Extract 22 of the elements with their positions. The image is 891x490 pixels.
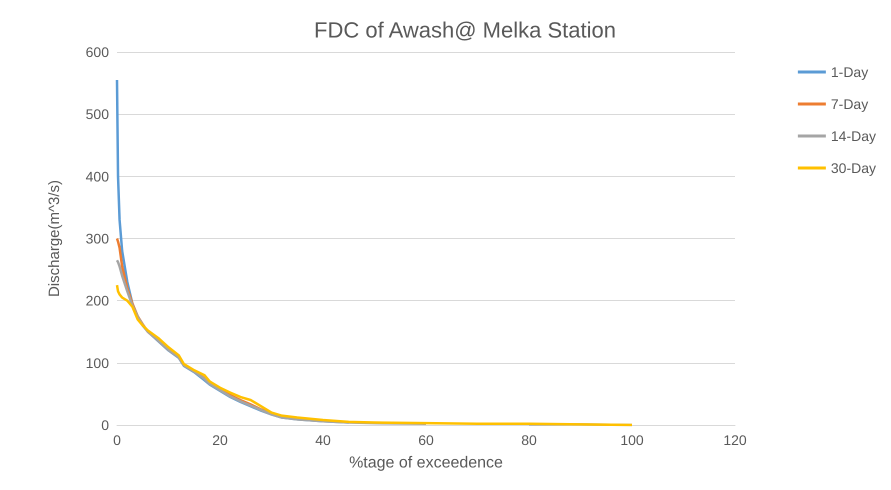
legend-label: 1-Day <box>830 64 868 80</box>
x-tick-label: 20 <box>212 432 228 448</box>
y-axis-title: Discharge(m^3/s) <box>46 180 63 298</box>
legend-label: 30-Day <box>830 160 876 176</box>
y-tick-label: 400 <box>86 168 110 184</box>
y-tick-label: 100 <box>86 354 110 371</box>
x-tick-label: 100 <box>620 432 644 448</box>
legend-label: 7-Day <box>830 96 868 112</box>
chart-title: FDC of Awash@ Melka Station <box>314 18 616 42</box>
y-tick-label: 0 <box>101 417 110 433</box>
x-tick-label: 0 <box>113 432 122 448</box>
y-tick-label: 500 <box>86 106 110 122</box>
legend-label: 14-Day <box>830 128 876 144</box>
x-tick-label: 80 <box>521 432 537 448</box>
x-tick-label: 120 <box>723 432 747 448</box>
x-tick-label: 60 <box>418 432 434 448</box>
x-axis-title: %tage of exceedence <box>349 454 504 472</box>
y-tick-label: 300 <box>86 230 110 246</box>
line-series <box>116 284 634 426</box>
y-tick-label: 600 <box>86 44 110 60</box>
y-tick-label: 200 <box>86 292 110 309</box>
x-tick-label: 40 <box>315 432 331 448</box>
